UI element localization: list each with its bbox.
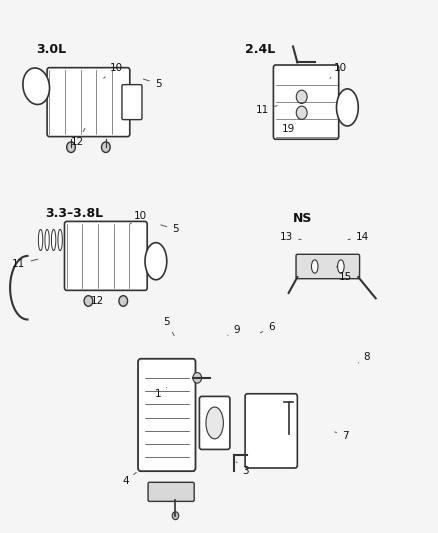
Ellipse shape xyxy=(67,142,75,152)
Ellipse shape xyxy=(119,296,127,306)
Text: 11: 11 xyxy=(256,105,277,115)
Text: 15: 15 xyxy=(336,266,352,282)
Ellipse shape xyxy=(193,373,201,383)
Ellipse shape xyxy=(311,260,318,273)
Ellipse shape xyxy=(58,229,62,251)
Ellipse shape xyxy=(51,229,56,251)
Text: 7: 7 xyxy=(335,431,349,441)
Text: NS: NS xyxy=(293,212,312,225)
FancyBboxPatch shape xyxy=(273,65,339,139)
Text: 5: 5 xyxy=(143,78,161,88)
FancyBboxPatch shape xyxy=(199,397,230,449)
Ellipse shape xyxy=(338,260,344,273)
Text: 11: 11 xyxy=(12,259,38,269)
Text: 2.4L: 2.4L xyxy=(245,43,276,55)
Text: 5: 5 xyxy=(161,224,179,235)
Ellipse shape xyxy=(336,89,358,126)
Text: 19: 19 xyxy=(282,118,300,134)
Text: 3.3–3.8L: 3.3–3.8L xyxy=(45,207,103,220)
Ellipse shape xyxy=(45,229,49,251)
Ellipse shape xyxy=(145,243,167,280)
Ellipse shape xyxy=(39,229,43,251)
Ellipse shape xyxy=(206,407,223,439)
Ellipse shape xyxy=(84,296,93,306)
Text: 3.0L: 3.0L xyxy=(36,43,66,55)
FancyBboxPatch shape xyxy=(148,482,194,502)
Text: 5: 5 xyxy=(163,317,174,336)
Text: 4: 4 xyxy=(122,472,136,486)
FancyBboxPatch shape xyxy=(245,394,297,468)
Text: 13: 13 xyxy=(280,232,301,243)
Ellipse shape xyxy=(23,68,49,104)
Text: 1: 1 xyxy=(155,387,167,399)
Text: 12: 12 xyxy=(71,128,85,147)
FancyBboxPatch shape xyxy=(296,254,360,279)
Text: 6: 6 xyxy=(260,322,275,333)
Text: 12: 12 xyxy=(91,290,104,306)
Text: 10: 10 xyxy=(330,63,347,78)
Text: 9: 9 xyxy=(228,325,240,335)
Ellipse shape xyxy=(172,512,179,520)
FancyBboxPatch shape xyxy=(122,85,142,119)
Ellipse shape xyxy=(296,106,307,119)
FancyBboxPatch shape xyxy=(138,359,195,471)
Text: 10: 10 xyxy=(130,211,147,224)
Text: 3: 3 xyxy=(236,462,248,475)
Ellipse shape xyxy=(102,142,110,152)
Text: 8: 8 xyxy=(358,352,370,363)
Ellipse shape xyxy=(296,90,307,103)
FancyBboxPatch shape xyxy=(47,68,130,136)
Text: 10: 10 xyxy=(104,63,123,78)
Text: 14: 14 xyxy=(348,232,369,243)
FancyBboxPatch shape xyxy=(64,221,147,290)
